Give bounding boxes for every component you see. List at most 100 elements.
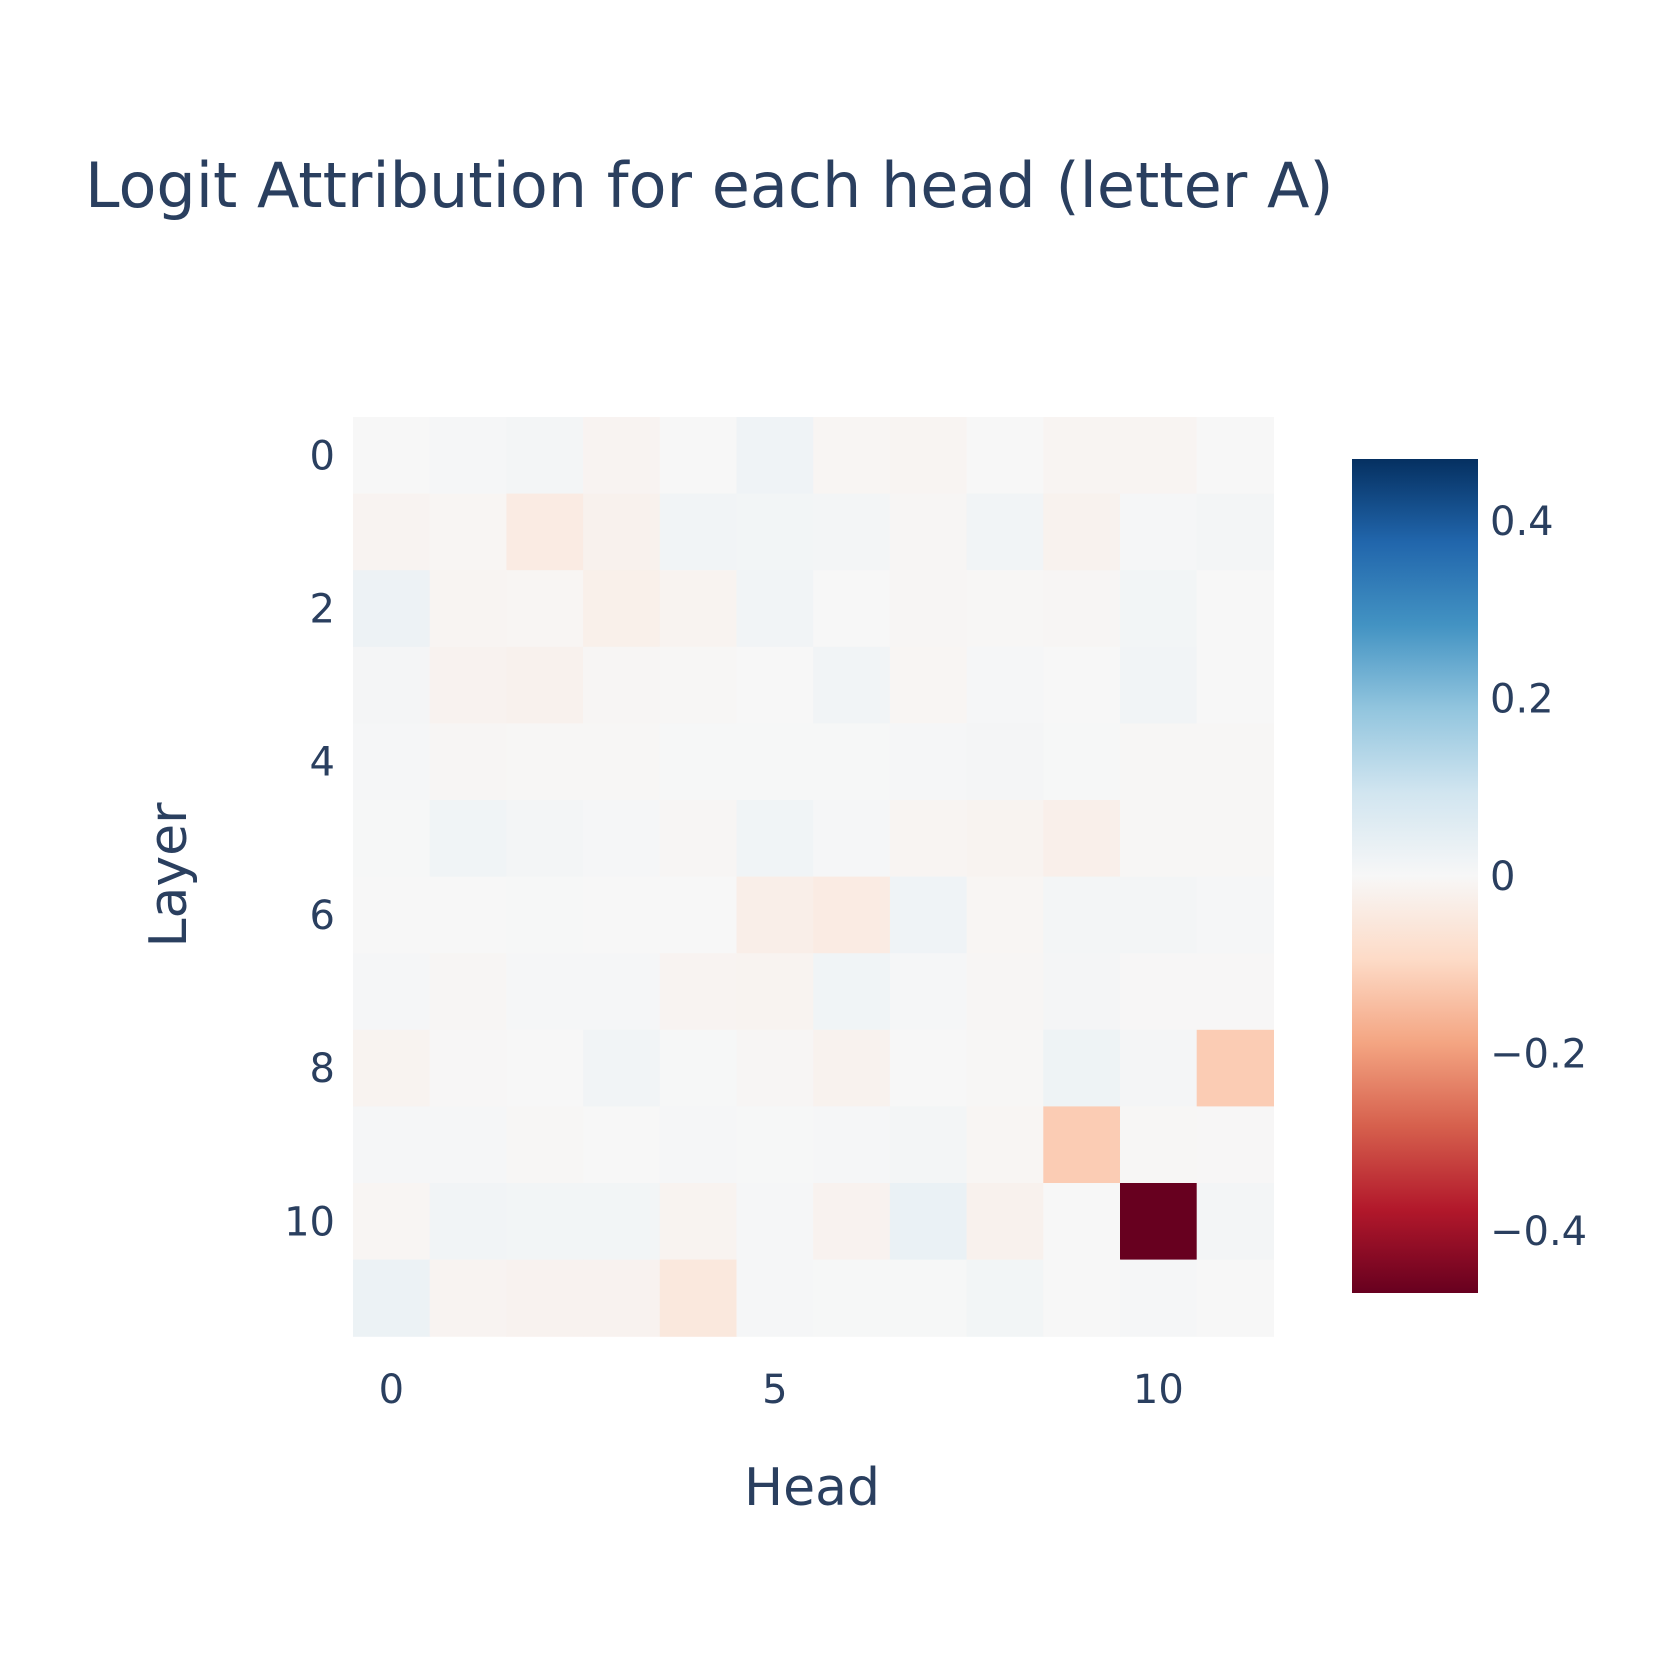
heatmap-cell — [353, 1106, 431, 1184]
heatmap-cell — [889, 953, 968, 1031]
heatmap-cell — [429, 493, 507, 571]
colorbar-tick-label: −0.2 — [1490, 1031, 1587, 1077]
heatmap-cell — [1120, 1106, 1198, 1184]
heatmap-cell — [966, 570, 1044, 648]
heatmap-cell — [889, 646, 968, 724]
heatmap-cell — [736, 723, 814, 801]
heatmap-cell — [1043, 646, 1121, 724]
heatmap-cell — [1120, 723, 1198, 801]
heatmap-cell — [813, 646, 891, 724]
heatmap-cell — [583, 1183, 661, 1261]
heatmap-cell — [583, 1029, 661, 1107]
heatmap-cell — [506, 876, 584, 954]
heatmap-cell — [583, 1259, 661, 1337]
heatmap-cell — [889, 1259, 968, 1337]
heatmap-cell — [659, 1106, 738, 1184]
heatmap-cell — [506, 1183, 584, 1261]
heatmap-cell — [353, 953, 431, 1031]
y-tick-label: 4 — [310, 740, 335, 786]
heatmap-cell — [889, 417, 968, 495]
heatmap-cell — [736, 1029, 814, 1107]
heatmap-cell — [813, 493, 891, 571]
y-tick-label: 10 — [284, 1199, 335, 1245]
heatmap-cell — [506, 800, 584, 878]
heatmap-cell — [813, 723, 891, 801]
heatmap-cell — [659, 800, 738, 878]
chart-title: Logit Attribution for each head (letter … — [85, 149, 1334, 222]
heatmap-cell — [1120, 570, 1198, 648]
heatmap-cell — [353, 876, 431, 954]
heatmap-cell — [736, 646, 814, 724]
heatmap-cell — [813, 1259, 891, 1337]
heatmap-cell — [889, 493, 968, 571]
heatmap-cell — [583, 876, 661, 954]
x-tick-label: 0 — [379, 1367, 404, 1413]
heatmap-cell — [813, 570, 891, 648]
heatmap-cell — [583, 953, 661, 1031]
y-tick-label: 2 — [310, 587, 335, 633]
heatmap-cell — [1120, 417, 1198, 495]
heatmap-cell — [1043, 800, 1121, 878]
heatmap-cell — [429, 646, 507, 724]
heatmap-cell — [353, 800, 431, 878]
y-tick-label: 8 — [310, 1046, 335, 1092]
colorbar-tick-label: −0.4 — [1490, 1209, 1587, 1255]
heatmap-cell — [1043, 1259, 1121, 1337]
colorbar-tick-label: 0 — [1490, 854, 1515, 900]
heatmap-cell — [659, 876, 738, 954]
heatmap-cell — [813, 417, 891, 495]
heatmap-cell — [506, 570, 584, 648]
heatmap-cell — [736, 493, 814, 571]
heatmap-cell — [583, 723, 661, 801]
heatmap-cell — [1120, 800, 1198, 878]
x-tick-label: 10 — [1133, 1367, 1184, 1413]
heatmap-cell — [1196, 1183, 1274, 1261]
heatmap-cell — [813, 876, 891, 954]
heatmap-cell — [1043, 876, 1121, 954]
heatmap-cell — [889, 800, 968, 878]
heatmap-cell — [889, 570, 968, 648]
heatmap-cell — [506, 1106, 584, 1184]
heatmap-cell — [583, 646, 661, 724]
heatmap-cell — [429, 723, 507, 801]
heatmap-cell — [1043, 953, 1121, 1031]
colorbar — [1352, 459, 1478, 1293]
heatmap-cell — [429, 417, 507, 495]
heatmap-cell — [1043, 723, 1121, 801]
heatmap-cell — [1196, 953, 1274, 1031]
heatmap-cell — [1043, 570, 1121, 648]
heatmap-cell — [966, 417, 1044, 495]
heatmap-cell — [353, 1183, 431, 1261]
heatmap-cell — [1043, 1183, 1121, 1261]
heatmap-cell — [659, 723, 738, 801]
heatmap-cell — [506, 493, 584, 571]
heatmap-cell — [736, 417, 814, 495]
heatmap-cell — [353, 723, 431, 801]
heatmap-cell — [966, 493, 1044, 571]
heatmap-cell — [659, 1259, 738, 1337]
heatmap-cell — [659, 953, 738, 1031]
heatmap-cell — [1196, 1259, 1274, 1337]
heatmap-cell — [353, 1029, 431, 1107]
heatmap-cell — [966, 1029, 1044, 1107]
heatmap-cell — [1120, 493, 1198, 571]
heatmap-cell — [966, 953, 1044, 1031]
x-axis-ticks: 0 5 10 — [379, 1367, 1184, 1413]
heatmap-cell — [353, 1259, 431, 1337]
heatmap-cell — [966, 646, 1044, 724]
heatmap-cell — [1196, 1029, 1274, 1107]
heatmap-cell — [813, 1029, 891, 1107]
heatmap-cell — [1043, 417, 1121, 495]
heatmap-cell — [506, 417, 584, 495]
heatmap-cell — [583, 493, 661, 571]
colorbar-ticks: 0.4 0.2 0 −0.2 −0.4 — [1490, 499, 1587, 1255]
heatmap-cell — [1043, 1106, 1121, 1184]
heatmap-cell — [1120, 1259, 1198, 1337]
heatmap-cell — [1120, 953, 1198, 1031]
heatmap-cell — [966, 1183, 1044, 1261]
heatmap-cell — [659, 1029, 738, 1107]
heatmap-cell — [736, 876, 814, 954]
x-tick-label: 5 — [762, 1367, 787, 1413]
heatmap-cell — [966, 723, 1044, 801]
